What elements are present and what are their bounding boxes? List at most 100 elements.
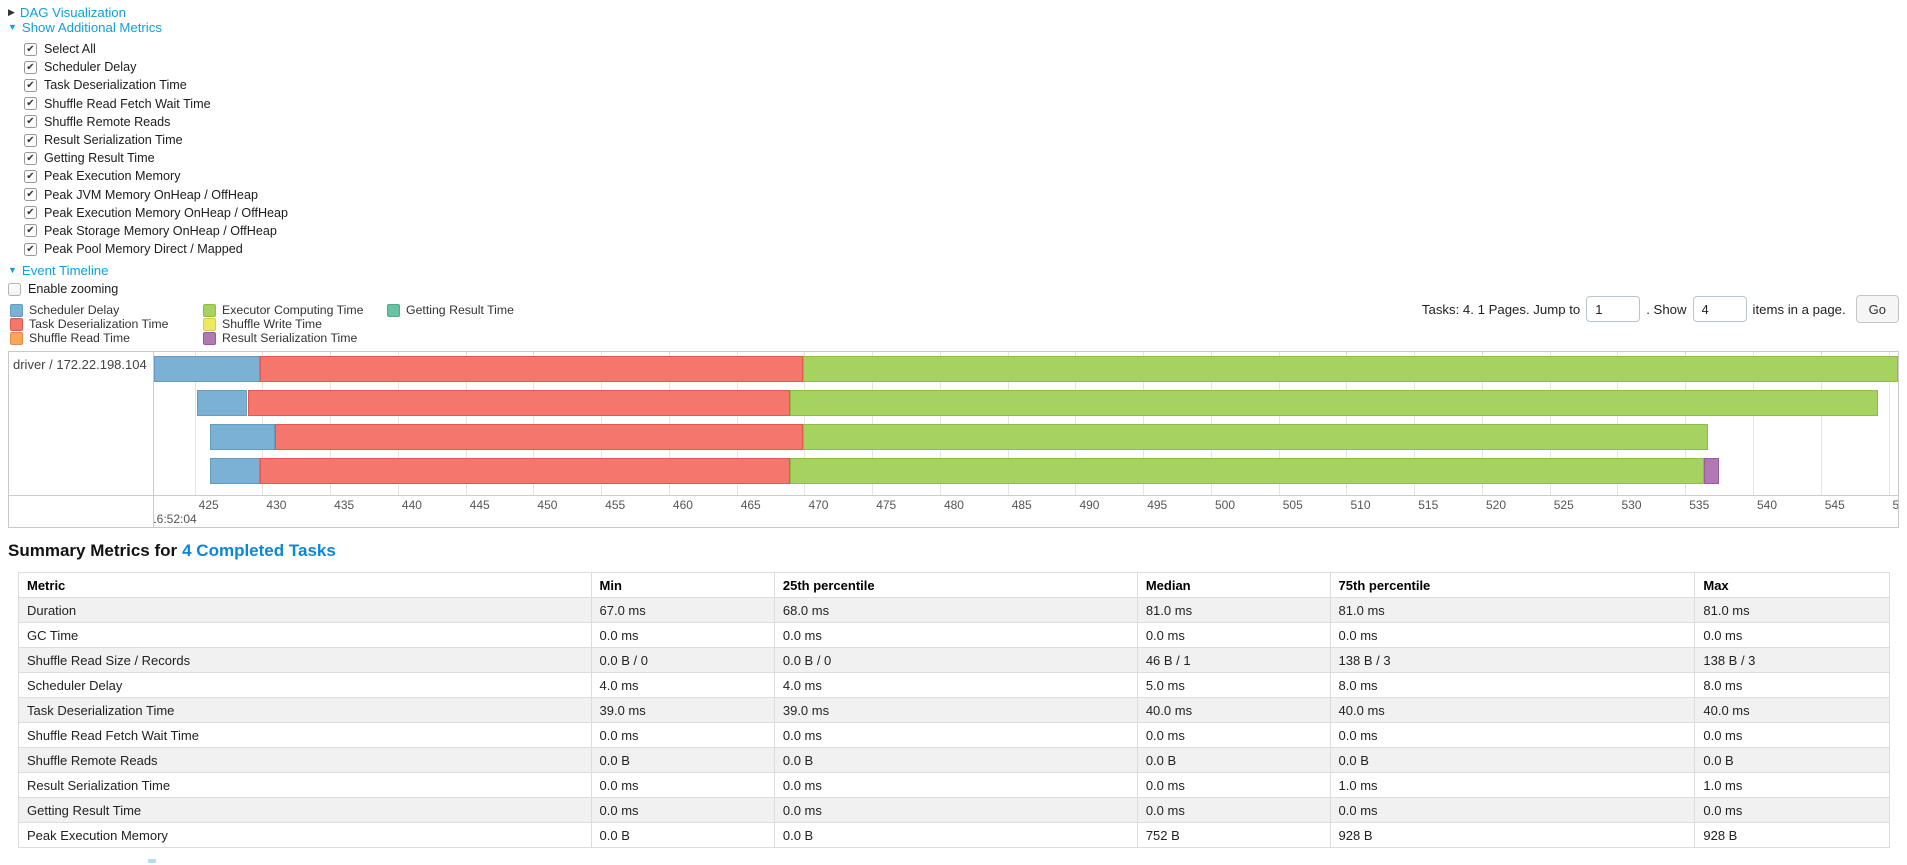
- summary-cell: 928 B: [1694, 822, 1890, 848]
- checkbox-getting-result-time[interactable]: ✔: [24, 151, 37, 165]
- summary-cell: 0.0 ms: [1136, 797, 1331, 823]
- enable-zooming-checkbox[interactable]: [8, 282, 21, 296]
- legend-item-shuffle-read-time: Shuffle Read Time: [10, 331, 203, 345]
- summary-cell: 81.0 ms: [1329, 597, 1696, 623]
- axis-tick-label: 500: [1214, 498, 1235, 512]
- summary-cell: Peak Execution Memory: [18, 822, 592, 848]
- event-timeline-toggle[interactable]: ▼ Event Timeline: [8, 263, 108, 278]
- metric-option-scheduler-delay: ✔ Scheduler Delay: [24, 58, 288, 76]
- show-additional-metrics-toggle[interactable]: ▼ Show Additional Metrics: [8, 20, 162, 35]
- summary-cell: 0.0 ms: [1136, 722, 1331, 748]
- summary-cell: Result Serialization Time: [18, 772, 592, 798]
- axis-tick-label: 425: [198, 498, 219, 512]
- checkbox-peak-storage-memory-onheap-offheap[interactable]: ✔: [24, 224, 37, 238]
- timeline-bar-segment-task-deserialization[interactable]: [259, 356, 804, 382]
- summary-cell: 0.0 B: [590, 747, 775, 773]
- dag-visualization-link[interactable]: DAG Visualization: [19, 5, 126, 20]
- show-additional-metrics-link[interactable]: Show Additional Metrics: [21, 20, 162, 35]
- timeline-bar-segment-scheduler-delay[interactable]: [209, 458, 260, 484]
- axis-tick-label: 445: [469, 498, 490, 512]
- axis-major-label: 16:52:04: [154, 512, 197, 526]
- summary-cell: 0.0 B: [1694, 747, 1890, 773]
- timeline-bar-segment-executor-computing[interactable]: [789, 458, 1705, 484]
- summary-col-header-max: Max: [1694, 572, 1890, 598]
- summary-cell: 0.0 ms: [1694, 797, 1890, 823]
- summary-row-gc-time: GC Time 0.0 ms 0.0 ms 0.0 ms 0.0 ms 0.0 ms: [18, 622, 1890, 648]
- checkbox-select-all[interactable]: ✔: [24, 42, 37, 56]
- timeline-gridline: [1685, 352, 1687, 495]
- timeline-bar-segment-scheduler-delay[interactable]: [197, 390, 248, 416]
- timeline-bar-segment-task-deserialization[interactable]: [247, 390, 790, 416]
- axis-tick-label: 475: [876, 498, 897, 512]
- summary-cell: 0.0 ms: [773, 772, 1138, 798]
- metric-option-peak-pool-memory-direct-mapped: ✔ Peak Pool Memory Direct / Mapped: [24, 240, 288, 258]
- checkbox-peak-jvm-memory-onheap-offheap[interactable]: ✔: [24, 188, 37, 202]
- timeline-legend: Scheduler Delay Task Deserialization Time…: [10, 303, 514, 346]
- timeline-gridline: [1753, 352, 1754, 495]
- summary-cell: 81.0 ms: [1136, 597, 1331, 623]
- summary-row-shuffle-read-size-records: Shuffle Read Size / Records 0.0 B / 0 0.0 …: [18, 647, 1890, 673]
- timeline-plot-area: [154, 352, 1898, 495]
- page-size-input[interactable]: [1692, 296, 1747, 322]
- summary-cell: 40.0 ms: [1329, 697, 1696, 723]
- getting-result-time-swatch-icon: [387, 303, 400, 317]
- dag-visualization-toggle[interactable]: ▶ DAG Visualization: [8, 5, 126, 20]
- timeline-bar-segment-task-deserialization[interactable]: [274, 424, 804, 450]
- summary-row-result-serialization-time: Result Serialization Time 0.0 ms 0.0 ms 0.0…: [18, 772, 1890, 798]
- timeline-gridline: [1210, 352, 1212, 495]
- summary-cell: 0.0 ms: [1329, 797, 1696, 823]
- timeline-gridline: [330, 352, 332, 495]
- checkbox-peak-pool-memory-direct-mapped[interactable]: ✔: [24, 242, 37, 256]
- summary-table-body: Duration 67.0 ms 68.0 ms 81.0 ms 81.0 ms 81.0…: [18, 597, 1890, 848]
- timeline-bar-segment-task-deserialization[interactable]: [259, 458, 790, 484]
- checkbox-result-serialization-time[interactable]: ✔: [24, 133, 37, 147]
- scheduler-delay-swatch-icon: [10, 303, 23, 317]
- summary-cell: 0.0 ms: [1694, 722, 1890, 748]
- timeline-gridline: [194, 352, 196, 495]
- arrow-right-icon: ▶: [8, 7, 15, 17]
- summary-cell: 46 B / 1: [1136, 647, 1331, 673]
- timeline-gridline: [736, 352, 738, 495]
- completed-tasks-link[interactable]: 4 Completed Tasks: [182, 541, 336, 560]
- legend-label: Shuffle Read Time: [29, 331, 130, 346]
- summary-row-duration: Duration 67.0 ms 68.0 ms 81.0 ms 81.0 ms 81.0…: [18, 597, 1890, 623]
- timeline-gridline: [939, 352, 941, 495]
- checkbox-peak-execution-memory[interactable]: ✔: [24, 169, 37, 183]
- timeline-bar-segment-executor-computing[interactable]: [789, 390, 1878, 416]
- metric-option-label: Result Serialization Time: [44, 133, 183, 148]
- checkbox-scheduler-delay[interactable]: ✔: [24, 60, 37, 74]
- timeline-bar-segment-executor-computing[interactable]: [803, 424, 1709, 450]
- summary-row-scheduler-delay: Scheduler Delay 4.0 ms 4.0 ms 5.0 ms 8.0 ms 8…: [18, 672, 1890, 698]
- axis-tick-label: 430: [266, 498, 287, 512]
- checkbox-peak-execution-memory-onheap-offheap[interactable]: ✔: [24, 206, 37, 220]
- timeline-axis-divider: [9, 495, 1898, 496]
- timeline-gridline: [804, 352, 806, 495]
- checkbox-task-deserialization-time[interactable]: ✔: [24, 78, 37, 92]
- timeline-bar-segment-result-serialization[interactable]: [1704, 458, 1720, 484]
- summary-cell: 0.0 B: [773, 822, 1138, 848]
- checkbox-shuffle-remote-reads[interactable]: ✔: [24, 115, 37, 129]
- summary-cell: 81.0 ms: [1694, 597, 1890, 623]
- arrow-down-icon: ▼: [8, 265, 17, 275]
- metric-option-peak-storage-memory-onheap-offheap: ✔ Peak Storage Memory OnHeap / OffHeap: [24, 222, 288, 240]
- axis-tick-label: 550: [1892, 498, 1899, 512]
- summary-cell: 0.0 B: [1329, 747, 1696, 773]
- summary-cell: 752 B: [1136, 822, 1331, 848]
- summary-cell: 39.0 ms: [590, 697, 775, 723]
- summary-cell: 39.0 ms: [773, 697, 1138, 723]
- summary-cell: 0.0 ms: [1329, 722, 1696, 748]
- items-in-page-label: items in a page.: [1752, 301, 1846, 317]
- timeline-gridline: [1075, 352, 1077, 495]
- checkbox-shuffle-read-fetch-wait-time[interactable]: ✔: [24, 97, 37, 111]
- metric-option-label: Shuffle Remote Reads: [44, 114, 171, 129]
- timeline-gridline: [1888, 352, 1890, 495]
- timeline-bar-segment-executor-computing[interactable]: [803, 356, 1898, 382]
- timeline-bar-segment-scheduler-delay[interactable]: [209, 424, 275, 450]
- axis-tick-label: 545: [1824, 498, 1845, 512]
- go-button[interactable]: Go: [1855, 295, 1899, 323]
- timeline-bar-segment-scheduler-delay[interactable]: [154, 356, 260, 382]
- jump-to-page-input[interactable]: [1586, 296, 1641, 322]
- legend-column: Getting Result Time: [387, 303, 514, 317]
- event-timeline-link[interactable]: Event Timeline: [21, 263, 109, 278]
- metric-option-task-deserialization-time: ✔ Task Deserialization Time: [24, 76, 288, 94]
